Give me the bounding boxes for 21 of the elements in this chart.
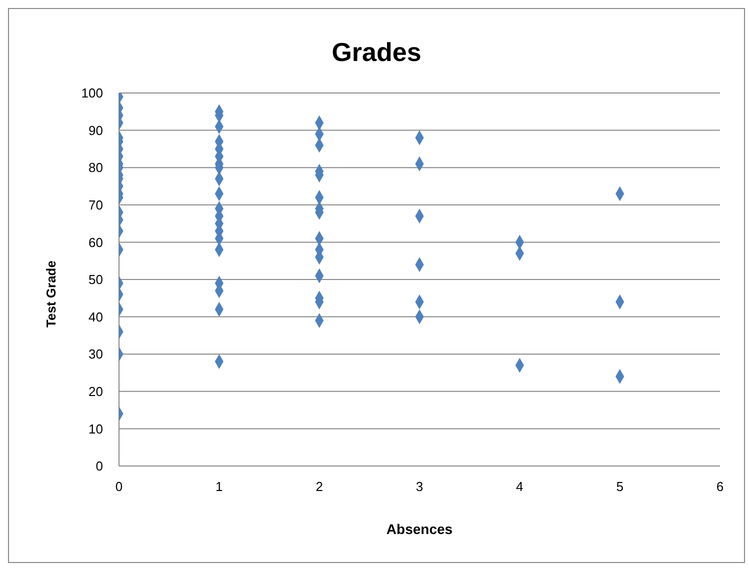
y-tick-label: 40 xyxy=(88,309,103,324)
chart-title: Grades xyxy=(330,37,422,68)
x-tick-label: 0 xyxy=(115,479,123,494)
y-tick-label: 30 xyxy=(88,346,103,362)
x-tick-label: 3 xyxy=(416,479,424,494)
y-tick-label: 60 xyxy=(88,234,103,250)
x-tick-label: 1 xyxy=(216,479,223,494)
y-tick-label: 100 xyxy=(81,86,103,101)
y-tick-label: 80 xyxy=(88,160,103,176)
x-tick-label: 4 xyxy=(516,479,524,494)
y-tick-label: 90 xyxy=(88,122,103,138)
y-axis-title: Test Grade xyxy=(44,260,58,328)
y-tick-label: 10 xyxy=(88,421,103,436)
y-tick-label: 0 xyxy=(96,458,103,474)
y-tick-label: 50 xyxy=(88,272,103,288)
y-tick-label: 70 xyxy=(88,198,103,213)
x-tick-label: 6 xyxy=(716,479,724,494)
y-tick-label: 20 xyxy=(88,384,103,400)
x-axis-title: Absences xyxy=(385,521,454,537)
x-tick-label: 5 xyxy=(616,479,624,494)
x-tick-label: 2 xyxy=(316,479,323,494)
